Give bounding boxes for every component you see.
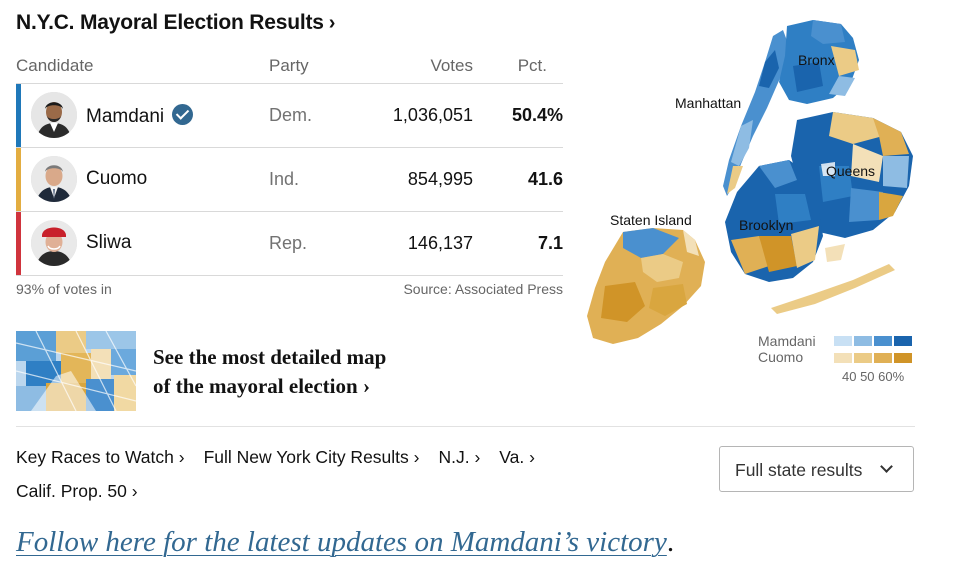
- legend-mamdani-label: Mamdani: [758, 333, 816, 349]
- table-header: Candidate Party Votes Pct.: [16, 48, 563, 84]
- manhattan-shape: [723, 30, 789, 196]
- winner-check-icon: [172, 104, 194, 125]
- chevron-down-icon: [880, 460, 893, 473]
- party-color-bar: [16, 84, 21, 147]
- table-row-cuomo: Cuomo Ind. 854,995 41.6: [16, 148, 563, 212]
- results-table: Candidate Party Votes Pct. Mamdani Dem. …: [16, 48, 563, 276]
- map-label-manhattan: Manhattan: [675, 95, 742, 111]
- legend-cuomo-swatch: [834, 353, 852, 363]
- page-title-text: N.Y.C. Mayoral Election Results: [16, 11, 324, 34]
- staten-island-shape: [587, 228, 705, 344]
- candidate-pct: 41.6: [527, 169, 563, 189]
- candidate-name: Mamdani: [86, 104, 194, 128]
- promo-line-1: See the most detailed map: [153, 345, 387, 369]
- link-key-races[interactable]: Key Races to Watch ›: [16, 447, 185, 467]
- link-full-nyc-results[interactable]: Full New York City Results ›: [203, 447, 420, 467]
- candidate-votes: 1,036,051: [392, 105, 473, 125]
- detailed-map-promo[interactable]: See the most detailed map of the mayoral…: [16, 331, 476, 411]
- column-party: Party: [269, 56, 309, 75]
- park-area: [821, 162, 835, 176]
- page-title[interactable]: N.Y.C. Mayoral Election Results ›: [16, 11, 335, 35]
- column-pct: Pct.: [517, 56, 547, 75]
- avatar-mamdani: [31, 92, 77, 138]
- map-label-queens: Queens: [826, 163, 876, 179]
- column-candidate: Candidate: [16, 56, 94, 75]
- candidate-name: Cuomo: [86, 168, 148, 189]
- reporting-status: 93% of votes in: [16, 281, 112, 297]
- link-va[interactable]: Va. ›: [499, 447, 535, 467]
- related-links: Key Races to Watch › Full New York City R…: [16, 440, 576, 508]
- legend-cuomo-swatch: [894, 353, 912, 363]
- column-votes: Votes: [430, 56, 473, 75]
- legend-mamdani-swatch: [874, 336, 892, 346]
- candidate-party: Ind.: [269, 169, 300, 189]
- promo-line-2: of the mayoral election ›: [153, 374, 370, 398]
- candidate-name-text: Mamdani: [86, 106, 165, 127]
- legend-mamdani-swatch: [894, 336, 912, 346]
- nyc-results-map: [587, 20, 913, 344]
- brooklyn-shape: [725, 160, 823, 282]
- candidate-pct: 7.1: [537, 233, 563, 253]
- map-label-bronx: Bronx: [798, 52, 835, 68]
- legend-cuomo-swatch: [874, 353, 892, 363]
- candidate-pct: 50.4%: [511, 105, 563, 125]
- table-row-sliwa: Sliwa Rep. 146,137 7.1: [16, 212, 563, 276]
- link-nj[interactable]: N.J. ›: [438, 447, 481, 467]
- party-color-bar: [16, 212, 21, 275]
- table-row-mamdani: Mamdani Dem. 1,036,051 50.4%: [16, 84, 563, 148]
- rockaway-shape: [771, 264, 895, 314]
- avatar-cuomo: [31, 156, 77, 202]
- avatar-sliwa: [31, 220, 77, 266]
- legend-cuomo-label: Cuomo: [758, 349, 804, 365]
- queens-shape: [791, 112, 913, 238]
- legend-mamdani-swatch: [854, 336, 872, 346]
- title-chevron-icon: ›: [328, 12, 336, 34]
- divider: [16, 426, 915, 427]
- dropdown-label: Full state results: [735, 460, 863, 480]
- map-label-staten-island: Staten Island: [610, 212, 692, 228]
- source-credit: Source: Associated Press: [403, 281, 563, 297]
- bronx-shape: [779, 20, 859, 104]
- candidate-votes: 854,995: [407, 169, 473, 189]
- live-updates-link[interactable]: Follow here for the latest updates on Ma…: [16, 526, 667, 558]
- promo-text[interactable]: See the most detailed map of the mayoral…: [153, 343, 473, 401]
- legend-cuomo-swatch: [854, 353, 872, 363]
- legend-ticks: 40 50 60%: [842, 369, 905, 384]
- map-label-brooklyn: Brooklyn: [739, 217, 794, 233]
- full-state-results-dropdown[interactable]: Full state results: [719, 446, 914, 492]
- map-thumbnail: [16, 331, 136, 411]
- jamaica-bay-island: [825, 244, 845, 262]
- candidate-party: Rep.: [269, 233, 308, 253]
- legend-mamdani-swatch: [834, 336, 852, 346]
- follow-period: .: [666, 526, 675, 558]
- candidate-name: Sliwa: [86, 232, 132, 253]
- table-footer: 93% of votes in Source: Associated Press: [16, 281, 563, 297]
- live-updates-link-wrap: Follow here for the latest updates on Ma…: [16, 526, 674, 559]
- link-calif-prop-50[interactable]: Calif. Prop. 50 ›: [16, 481, 138, 501]
- party-color-bar: [16, 148, 21, 211]
- candidate-party: Dem.: [269, 105, 313, 125]
- candidate-votes: 146,137: [407, 233, 473, 253]
